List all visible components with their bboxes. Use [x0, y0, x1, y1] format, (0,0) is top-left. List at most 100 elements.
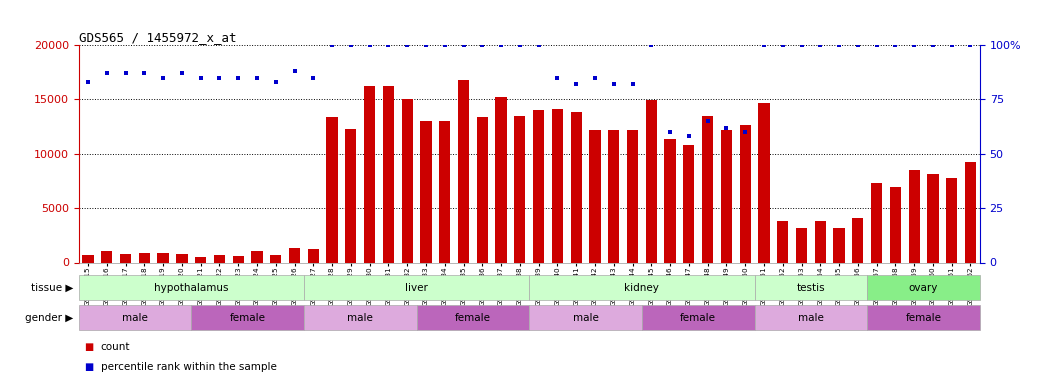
Bar — [795, 228, 807, 262]
Point — [399, 42, 416, 48]
Bar — [364, 86, 375, 262]
Point — [812, 42, 829, 48]
Bar — [868, 275, 980, 300]
Point — [642, 42, 659, 48]
Point — [530, 42, 547, 48]
Text: male: male — [347, 313, 373, 323]
Bar — [778, 221, 788, 262]
Bar — [214, 255, 225, 262]
Bar — [721, 130, 733, 262]
Bar — [138, 253, 150, 262]
Bar — [252, 251, 263, 262]
Bar — [308, 249, 319, 262]
Bar — [327, 117, 337, 262]
Point — [511, 42, 528, 48]
Bar — [420, 121, 432, 262]
Text: female: female — [230, 313, 265, 323]
Bar — [909, 170, 920, 262]
Text: percentile rank within the sample: percentile rank within the sample — [101, 362, 277, 372]
Point — [625, 81, 641, 87]
Bar — [439, 121, 451, 262]
Text: testis: testis — [796, 283, 825, 293]
Bar — [533, 110, 544, 262]
Text: ■: ■ — [84, 362, 93, 372]
Point — [887, 42, 903, 48]
Point — [117, 70, 134, 76]
Bar — [79, 305, 191, 330]
Point — [436, 42, 453, 48]
Text: GDS565 / 1455972_x_at: GDS565 / 1455972_x_at — [79, 31, 236, 44]
Text: kidney: kidney — [625, 283, 659, 293]
Point — [99, 70, 115, 76]
Bar — [157, 253, 169, 262]
Point — [549, 75, 566, 81]
Point — [155, 75, 172, 81]
Point — [417, 42, 434, 48]
Point — [831, 42, 848, 48]
Bar — [814, 221, 826, 262]
Bar — [683, 145, 695, 262]
Bar — [496, 97, 507, 262]
Bar — [304, 275, 529, 300]
Point — [850, 42, 867, 48]
Bar — [759, 103, 769, 262]
Text: gender ▶: gender ▶ — [25, 313, 73, 323]
Bar — [868, 305, 980, 330]
Text: ovary: ovary — [909, 283, 938, 293]
Bar — [833, 228, 845, 262]
Point — [680, 134, 697, 140]
Bar — [608, 130, 619, 262]
Point — [80, 79, 96, 85]
Bar — [871, 183, 882, 262]
Point — [136, 70, 153, 76]
Bar — [191, 305, 304, 330]
Point — [362, 42, 378, 48]
Point — [455, 42, 472, 48]
Point — [699, 118, 716, 124]
Point — [924, 42, 941, 48]
Bar — [101, 251, 112, 262]
Text: male: male — [572, 313, 598, 323]
Bar — [529, 275, 755, 300]
Point — [568, 81, 585, 87]
Point — [962, 42, 979, 48]
Point — [192, 75, 209, 81]
Point — [343, 42, 359, 48]
Point — [905, 42, 922, 48]
Bar — [529, 305, 641, 330]
Point — [774, 42, 791, 48]
Bar — [927, 174, 939, 262]
Bar — [417, 305, 529, 330]
Point — [606, 81, 623, 87]
Bar — [289, 248, 300, 262]
Text: ■: ■ — [84, 342, 93, 352]
Bar — [646, 100, 657, 262]
Point — [380, 42, 397, 48]
Bar — [551, 109, 563, 262]
Text: male: male — [798, 313, 824, 323]
Bar — [83, 255, 93, 262]
Point — [324, 42, 341, 48]
Text: female: female — [905, 313, 941, 323]
Text: female: female — [455, 313, 490, 323]
Bar — [755, 305, 868, 330]
Point — [230, 75, 246, 81]
Text: liver: liver — [406, 283, 428, 293]
Bar — [852, 218, 864, 262]
Point — [793, 42, 810, 48]
Text: male: male — [122, 313, 148, 323]
Point — [493, 42, 509, 48]
Bar — [233, 256, 244, 262]
Bar — [740, 126, 750, 262]
Bar — [477, 117, 488, 262]
Point — [174, 70, 191, 76]
Bar — [965, 162, 976, 262]
Point — [943, 42, 960, 48]
Bar — [176, 254, 188, 262]
Bar — [515, 116, 525, 262]
Bar — [702, 116, 714, 262]
Point — [248, 75, 265, 81]
Point — [737, 129, 754, 135]
Text: tissue ▶: tissue ▶ — [31, 283, 73, 293]
Text: count: count — [101, 342, 130, 352]
